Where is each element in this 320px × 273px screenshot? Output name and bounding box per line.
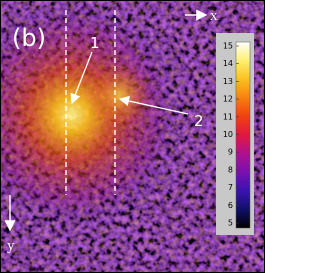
annotation-label: 1 — [90, 34, 100, 52]
y-axis-label: y — [7, 238, 15, 254]
colorbar-tick-label: 10 — [223, 130, 233, 139]
colorbar-strip — [235, 41, 251, 229]
colorbar-tick-label: 14 — [223, 59, 233, 68]
colorbar: 5 6 7 8 9 10 11 12 13 14 15 — [216, 33, 254, 235]
arrow — [70, 51, 93, 105]
figure: (b) 1 2 x y 5 6 7 8 9 10 11 12 13 14 15 — [0, 0, 265, 273]
arrow — [118, 95, 189, 115]
colorbar-tick-label: 9 — [228, 148, 233, 157]
colorbar-tick-label: 13 — [223, 77, 233, 86]
annotation-label: 2 — [194, 112, 204, 130]
colorbar-tick-label: 8 — [228, 165, 233, 174]
x-axis-label: x — [210, 8, 218, 24]
colorbar-tick-label: 11 — [223, 112, 233, 121]
panel-label: (b) — [12, 24, 46, 52]
colorbar-tick-label: 15 — [223, 42, 233, 51]
colorbar-tick-label: 12 — [223, 95, 233, 104]
colorbar-tick-label: 7 — [228, 183, 233, 192]
colorbar-tick-label: 6 — [228, 201, 233, 210]
colorbar-tick-label: 5 — [228, 219, 233, 228]
